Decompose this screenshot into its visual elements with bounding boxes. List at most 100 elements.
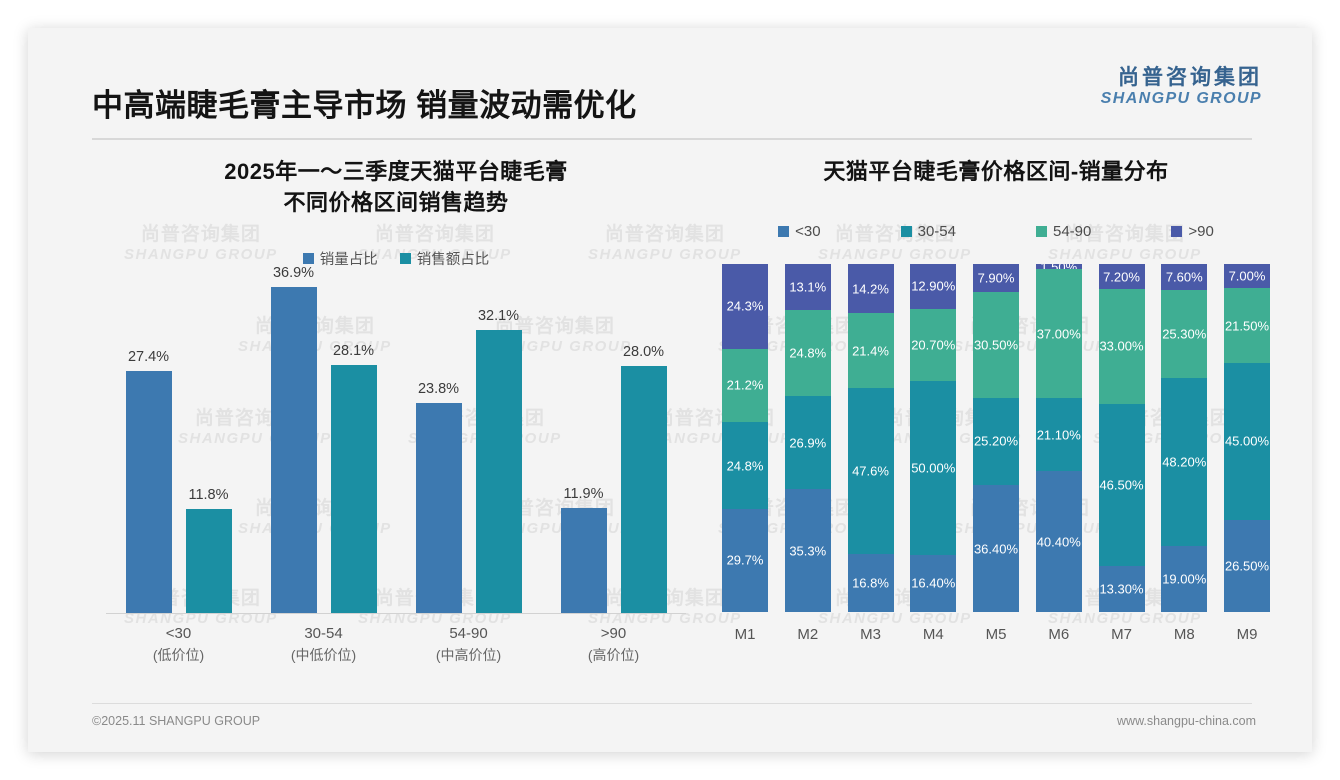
- legend-item-left-1[interactable]: 销售额占比: [399, 248, 489, 269]
- stack-segment-clip: 21.50%: [1224, 288, 1270, 363]
- stack-segment[interactable]: 14.2%: [847, 264, 894, 314]
- stack-segment[interactable]: 13.1%: [784, 264, 831, 310]
- stack-segment-value-label: 7.90%: [977, 270, 1015, 286]
- stack-segment[interactable]: 37.00%: [1035, 269, 1082, 398]
- footer-website: www.shangpu-china.com: [1117, 714, 1256, 728]
- bar-group: 27.4% 11.8%: [113, 260, 245, 613]
- stack-segment[interactable]: 46.50%: [1098, 403, 1145, 566]
- stack-segment-value-label: 45.00%: [1224, 433, 1270, 449]
- slide-header: 中高端睫毛膏主导市场 销量波动需优化 尚普咨询集团 SHANGPU GROUP: [28, 28, 1312, 123]
- left-chart-title-line2: 不同价格区间销售趋势: [283, 190, 509, 216]
- stack-segment[interactable]: 50.00%: [910, 380, 957, 555]
- right-chart-stacked-columns: 24.3% 21.2% 24.8% 29.7% 13.1% 24.8% 26.9% 35.3%…: [722, 264, 1270, 612]
- stack-segment-clip: 16.8%: [848, 554, 894, 612]
- stacked-column: 7.20% 33.00% 46.50% 13.30%: [1098, 264, 1145, 612]
- stack-segment-value-label: 25.20%: [973, 433, 1019, 449]
- stack-segment-value-label: 19.00%: [1162, 571, 1207, 587]
- stack-segment-clip: 35.3%: [785, 489, 831, 612]
- stack-segment[interactable]: 12.90%: [910, 264, 957, 309]
- stack-segment-clip: 21.10%: [1036, 398, 1082, 471]
- bar[interactable]: 27.4%: [125, 349, 172, 613]
- stack-segment[interactable]: 24.3%: [722, 264, 768, 349]
- stack-segment[interactable]: 16.40%: [910, 554, 957, 612]
- bar-slot: 23.8%: [415, 260, 462, 613]
- stack-segment[interactable]: 21.4%: [847, 313, 894, 388]
- stack-segment[interactable]: 19.00%: [1161, 545, 1208, 612]
- bar-group: 23.8% 32.1%: [403, 260, 535, 613]
- stack-segment-value-label: 46.50%: [1099, 477, 1144, 493]
- stack-segment[interactable]: 36.40%: [973, 485, 1019, 612]
- stack-segment[interactable]: 7.20%: [1098, 264, 1145, 290]
- stack-segment[interactable]: 21.10%: [1035, 398, 1082, 472]
- legend-swatch-icon: [1171, 226, 1183, 238]
- stack-segment-value-label: 30.50%: [973, 337, 1019, 353]
- x-axis-month-label: M3: [860, 626, 881, 643]
- stack-segment[interactable]: 40.40%: [1035, 471, 1082, 612]
- stack-segment-value-label: 21.10%: [1036, 427, 1081, 443]
- bar[interactable]: 11.9%: [560, 486, 607, 613]
- stack-segment-value-label: 12.90%: [911, 278, 956, 294]
- stack-segment[interactable]: 13.30%: [1098, 565, 1145, 612]
- stack-segment[interactable]: 29.7%: [722, 508, 768, 612]
- legend-item-right-3[interactable]: >90: [1171, 223, 1214, 241]
- stack-segment[interactable]: 30.50%: [973, 291, 1019, 398]
- x-axis-category-sub: (中高价位): [435, 647, 502, 664]
- left-chart-x-labels: <30 (低价位) 30-54 (中低价位) 54-90 (中高价位) >90 (高价位): [106, 616, 686, 666]
- stack-segment[interactable]: 45.00%: [1224, 363, 1270, 520]
- stack-segment-clip: 13.1%: [785, 264, 831, 310]
- stack-segment[interactable]: 21.2%: [722, 348, 768, 423]
- stack-segment[interactable]: 24.8%: [722, 422, 768, 509]
- stack-segment[interactable]: 33.00%: [1098, 289, 1145, 404]
- stack-segment[interactable]: 26.9%: [784, 395, 831, 490]
- stack-segment[interactable]: 7.60%: [1161, 264, 1208, 291]
- left-chart-title: 2025年一～三季度天猫平台睫毛膏 不同价格区间销售趋势: [92, 156, 700, 218]
- bar-group: 11.9% 28.0%: [548, 260, 680, 613]
- stack-segment[interactable]: 20.70%: [910, 308, 957, 381]
- stack-segment[interactable]: 25.30%: [1161, 290, 1208, 379]
- bar[interactable]: 36.9%: [270, 265, 317, 613]
- stack-segment-clip: 50.00%: [910, 381, 956, 555]
- stack-segment[interactable]: 16.8%: [847, 553, 894, 612]
- stack-segment-clip: 7.20%: [1099, 264, 1145, 289]
- stack-segment[interactable]: 25.20%: [973, 397, 1019, 486]
- stack-segment[interactable]: 21.50%: [1224, 288, 1270, 364]
- left-chart-legend: 销量占比 销售额占比: [92, 248, 700, 269]
- stacked-column: 14.2% 21.4% 47.6% 16.8%: [847, 264, 894, 612]
- x-axis-category-main: 30-54: [304, 625, 343, 642]
- slide-canvas: 尚普咨询集团 SHANGPU GROUP 尚普咨询集团 SHANGPU GROUP 尚普…: [28, 28, 1312, 752]
- stack-segment-clip: 7.90%: [973, 264, 1019, 291]
- x-axis-month-label: M6: [1048, 626, 1070, 643]
- legend-swatch-icon: [900, 226, 912, 238]
- legend-item-right-1[interactable]: 30-54: [900, 223, 956, 240]
- x-axis-category-main: <30: [165, 625, 192, 642]
- right-chart-legend: <30 30-54 54-90 >90: [718, 223, 1274, 240]
- legend-label: >90: [1188, 223, 1214, 241]
- legend-item-left-0[interactable]: 销量占比: [302, 248, 378, 269]
- stack-segment[interactable]: 24.8%: [784, 309, 831, 396]
- stack-segment-value-label: 26.50%: [1224, 558, 1270, 574]
- bar-slot: 28.0%: [620, 260, 667, 613]
- legend-item-right-0[interactable]: <30: [778, 223, 821, 240]
- left-chart-x-axis: [106, 613, 686, 614]
- stack-segment-clip: 21.2%: [722, 349, 768, 423]
- bar[interactable]: 28.0%: [620, 344, 667, 613]
- stack-segment[interactable]: 35.3%: [784, 489, 831, 612]
- bar[interactable]: 11.8%: [185, 487, 232, 613]
- legend-item-right-2[interactable]: 54-90: [1036, 223, 1091, 240]
- stacked-column: 1.50% 37.00% 21.10% 40.40%: [1035, 264, 1082, 612]
- stack-segment[interactable]: 7.90%: [973, 264, 1019, 292]
- stacked-column: 13.1% 24.8% 26.9% 35.3%: [784, 264, 831, 612]
- stack-segment[interactable]: 48.20%: [1161, 378, 1208, 546]
- stack-segment[interactable]: 26.50%: [1224, 519, 1270, 612]
- bar[interactable]: 23.8%: [415, 381, 462, 613]
- bar-value-label: 28.1%: [332, 343, 375, 360]
- stack-segment-value-label: 21.50%: [1224, 318, 1270, 334]
- stack-segment-value-label: 7.00%: [1228, 268, 1266, 284]
- stack-segment[interactable]: 7.00%: [1224, 264, 1270, 289]
- logo-english-text: SHANGPU GROUP: [1100, 90, 1262, 108]
- stack-segment[interactable]: 1.50%: [1035, 264, 1082, 270]
- stack-segment[interactable]: 47.6%: [847, 387, 894, 554]
- bar[interactable]: 32.1%: [475, 308, 522, 613]
- bar-value-label: 11.8%: [188, 486, 229, 503]
- bar[interactable]: 28.1%: [330, 343, 377, 613]
